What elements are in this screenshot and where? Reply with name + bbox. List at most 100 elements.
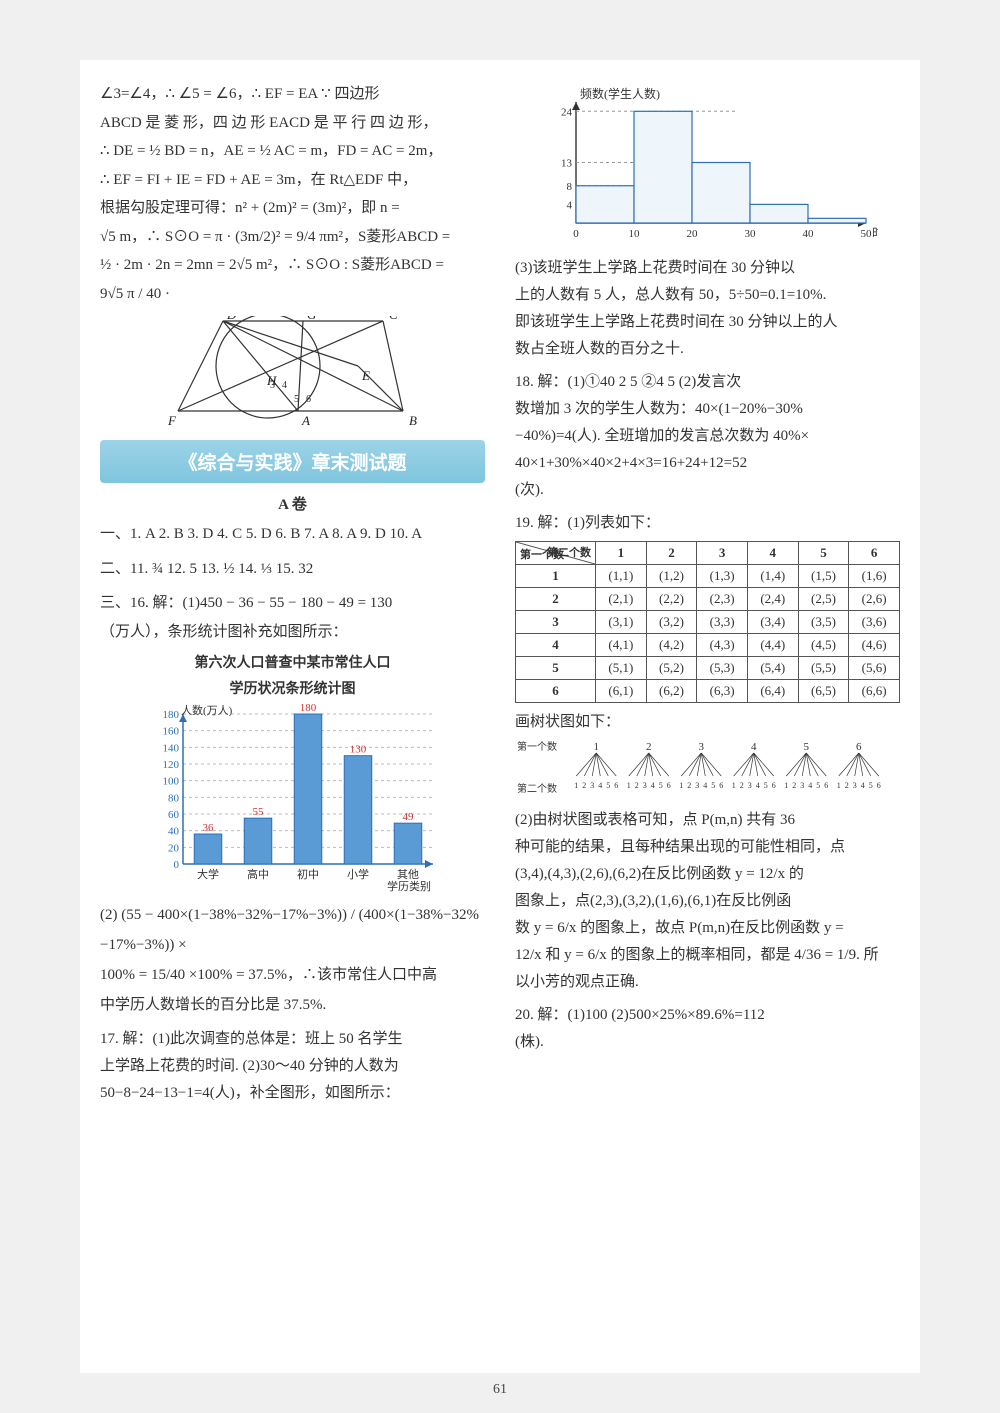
svg-text:24: 24 — [561, 106, 573, 118]
svg-text:13: 13 — [561, 158, 573, 170]
svg-text:130: 130 — [349, 744, 366, 756]
svg-text:5: 5 — [659, 781, 663, 790]
svg-text:60: 60 — [168, 809, 180, 821]
svg-text:80: 80 — [168, 792, 180, 804]
table-cell: (5,4) — [747, 657, 798, 680]
q16-formula: (2) (55 − 400×(1−38%−32%−17%−3%)) / (400… — [100, 900, 485, 1020]
table-cell: (4,6) — [849, 634, 900, 657]
svg-text:5: 5 — [869, 781, 873, 790]
q17-p2: 上的人数有 5 人，总人数有 50，5÷50=0.1=10%. — [515, 282, 900, 309]
svg-text:4: 4 — [566, 199, 572, 211]
svg-text:6: 6 — [824, 781, 828, 790]
formula-line-3: 中学历人数增长的百分比是 37.5%. — [100, 990, 485, 1020]
table-cell: (2,5) — [798, 588, 849, 611]
geom-line-4: ∴ EF = FI + IE = FD + AE = 3m，在 Rt△EDF 中… — [100, 166, 485, 195]
q17-line-3: 50−8−24−13−1=4(人)，补全图形，如图所示： — [100, 1080, 485, 1107]
svg-text:100: 100 — [162, 776, 179, 788]
svg-text:6: 6 — [856, 741, 862, 753]
table-cell: (6,4) — [747, 680, 798, 703]
table-row-header: 6 — [516, 680, 596, 703]
svg-text:4: 4 — [756, 781, 760, 790]
q18-line-3: −40%)=4(人). 全班增加的发言总次数为 40%× — [515, 423, 900, 450]
table-cell: (3,6) — [849, 611, 900, 634]
svg-text:180: 180 — [162, 709, 179, 721]
svg-text:5: 5 — [606, 781, 610, 790]
table-cell: (3,3) — [697, 611, 748, 634]
table-col-header: 4 — [747, 542, 798, 565]
q19b-2: 种可能的结果，且每种结果出现的可能性相同，点 — [515, 834, 900, 861]
svg-text:3: 3 — [590, 781, 594, 790]
svg-text:5: 5 — [294, 394, 299, 405]
svg-text:3: 3 — [800, 781, 804, 790]
q20: 20. 解：(1)100 (2)500×25%×89.6%=112 (株). — [515, 1002, 900, 1056]
svg-text:4: 4 — [282, 380, 287, 391]
q20-line-1: 20. 解：(1)100 (2)500×25%×89.6%=112 — [515, 1002, 900, 1029]
svg-text:大学: 大学 — [197, 867, 219, 881]
table-cell: (6,2) — [646, 680, 697, 703]
svg-text:120: 120 — [162, 759, 179, 771]
svg-text:3: 3 — [699, 741, 705, 753]
formula-line-1: (2) (55 − 400×(1−38%−32%−17%−3%)) / (400… — [100, 900, 485, 960]
svg-text:40: 40 — [802, 228, 814, 240]
table-cell: (3,4) — [747, 611, 798, 634]
q17-p4: 数占全班人数的百分之十. — [515, 336, 900, 363]
table-cell: (2,1) — [596, 588, 647, 611]
svg-text:20: 20 — [168, 842, 180, 854]
q18: 18. 解：(1)①40 2 5 ②4 5 (2)发言次 数增加 3 次的学生人… — [515, 369, 900, 504]
svg-text:4: 4 — [598, 781, 602, 790]
svg-text:3: 3 — [695, 781, 699, 790]
svg-text:2: 2 — [582, 781, 586, 790]
q19b-1: (2)由树状图或表格可知，点 P(m,n) 共有 36 — [515, 807, 900, 834]
svg-text:E: E — [361, 368, 370, 383]
geom-line-5: 根据勾股定理可得：n² + (2m)² = (3m)²，即 n = — [100, 194, 485, 223]
svg-text:6: 6 — [306, 394, 311, 405]
q17-line-2: 上学路上花费的时间. (2)30～40 分钟的人数为 — [100, 1053, 485, 1080]
svg-text:1: 1 — [627, 781, 631, 790]
q19b-5: 数 y = 6/x 的图象上，故点 P(m,n)在反比例函数 y = — [515, 915, 900, 942]
table-cell: (2,2) — [646, 588, 697, 611]
table-cell: (4,3) — [697, 634, 748, 657]
svg-text:人数(万人): 人数(万人) — [181, 704, 233, 717]
q19b-3: (3,4),(4,3),(2,6),(6,2)在反比例函数 y = 12/x 的 — [515, 861, 900, 888]
q19b-6: 12/x 和 y = 6/x 的图象上的概率相同，都是 4/36 = 1/9. … — [515, 942, 900, 969]
table-row-header: 4 — [516, 634, 596, 657]
svg-text:5: 5 — [711, 781, 715, 790]
svg-text:4: 4 — [861, 781, 865, 790]
svg-text:2: 2 — [646, 741, 652, 753]
svg-text:时间(分钟): 时间(分钟) — [872, 225, 878, 240]
paper-label: A 卷 — [100, 493, 485, 514]
q17-p3: 即该班学生上学路上花费时间在 30 分钟以上的人 — [515, 309, 900, 336]
geom-line-7: ½ · 2m · 2n = 2mn = 2√5 m²，∴ S⊙O : S菱形AB… — [100, 251, 485, 280]
svg-text:5: 5 — [804, 741, 810, 753]
svg-text:160: 160 — [162, 726, 179, 738]
table-cell: (5,2) — [646, 657, 697, 680]
geom-line-6: √5 m，∴ S⊙O = π · (3m/2)² = 9/4 πm²，S菱形AB… — [100, 223, 485, 252]
svg-text:50: 50 — [860, 228, 872, 240]
q19b-4: 图象上，点(2,3),(3,2),(1,6),(6,1)在反比例函 — [515, 888, 900, 915]
q20-line-2: (株). — [515, 1029, 900, 1056]
svg-text:2: 2 — [635, 781, 639, 790]
table-cell: (1,3) — [697, 565, 748, 588]
svg-text:4: 4 — [808, 781, 812, 790]
svg-text:第二个数: 第二个数 — [517, 782, 557, 795]
svg-text:1: 1 — [679, 781, 683, 790]
table-cell: (1,4) — [747, 565, 798, 588]
table-cell: (1,6) — [849, 565, 900, 588]
table-cell: (5,3) — [697, 657, 748, 680]
q18-line-1: 18. 解：(1)①40 2 5 ②4 5 (2)发言次 — [515, 369, 900, 396]
svg-text:6: 6 — [667, 781, 671, 790]
outcome-table: 第二个数 第一个数1234561(1,1)(1,2)(1,3)(1,4)(1,5… — [515, 541, 900, 703]
svg-text:4: 4 — [751, 741, 757, 753]
svg-text:学历类别: 学历类别 — [387, 879, 431, 892]
svg-text:2: 2 — [687, 781, 691, 790]
table-cell: (1,1) — [596, 565, 647, 588]
table-cell: (1,5) — [798, 565, 849, 588]
svg-text:40: 40 — [168, 826, 180, 838]
table-cell: (3,5) — [798, 611, 849, 634]
table-col-header: 3 — [697, 542, 748, 565]
svg-text:3: 3 — [748, 781, 752, 790]
geometry-figure: DGCFABEH3456 — [168, 316, 418, 426]
table-row-header: 2 — [516, 588, 596, 611]
svg-text:0: 0 — [173, 859, 179, 871]
section2-answers: 二、11. ¾ 12. 5 13. ½ 14. ⅓ 15. 32 — [100, 555, 485, 584]
